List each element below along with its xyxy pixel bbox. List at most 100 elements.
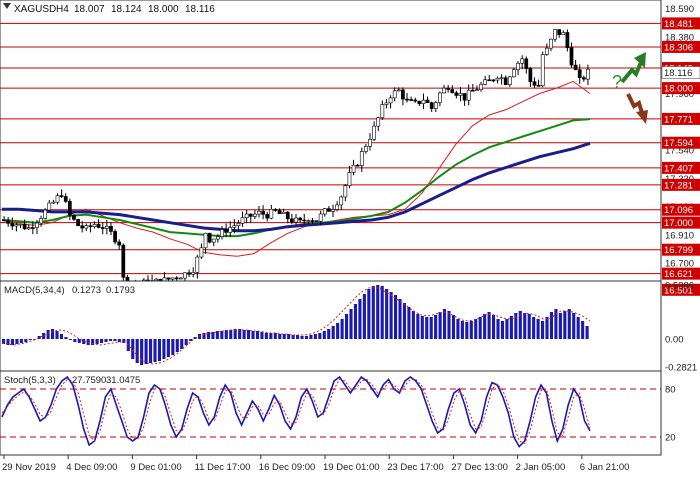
candle-body xyxy=(314,220,319,222)
macd-bar xyxy=(563,311,567,339)
macd-bar xyxy=(189,339,193,341)
price-level-label: 18.481 xyxy=(664,19,693,30)
candle-body xyxy=(339,196,344,206)
candle-body xyxy=(528,68,533,82)
candle-body xyxy=(298,217,302,221)
candle-body xyxy=(302,219,307,222)
candle-body xyxy=(18,223,23,226)
candle-body xyxy=(544,47,549,55)
candle-body xyxy=(261,210,265,215)
macd-bar xyxy=(77,339,81,343)
macd-bar xyxy=(162,339,166,359)
candle-body xyxy=(2,219,6,222)
candle-body xyxy=(347,172,352,187)
macd-bar xyxy=(358,299,362,339)
macd-bar xyxy=(389,292,393,339)
macd-bar xyxy=(581,321,585,339)
candle-body xyxy=(67,201,72,216)
stoch-k-value: 27.7590 xyxy=(72,375,106,386)
price-level-tag xyxy=(662,203,700,216)
macd-bar xyxy=(300,336,304,339)
macd-bar xyxy=(447,311,451,339)
macd-bar xyxy=(313,334,317,339)
candle-body xyxy=(351,164,356,173)
macd-bar xyxy=(425,317,429,339)
macd-bar xyxy=(487,312,491,339)
price-level-tag xyxy=(662,40,700,53)
candle-body xyxy=(318,213,323,222)
candle-body xyxy=(327,208,331,212)
macd-bar xyxy=(429,317,433,339)
candle-body xyxy=(450,89,455,94)
macd-bar xyxy=(304,336,309,339)
macd-bar xyxy=(86,339,90,345)
stoch-level-label: 80 xyxy=(665,385,676,396)
candle-body xyxy=(368,138,372,147)
x-tick-label: 16 Dec 09:00 xyxy=(259,462,316,473)
chart-timeframe: H4 xyxy=(56,4,69,15)
macd-bar xyxy=(122,339,126,343)
candle-body xyxy=(417,100,422,104)
macd-tick-label: 0.00 xyxy=(665,335,684,346)
macd-bar xyxy=(438,312,442,339)
macd-bar xyxy=(402,303,407,339)
macd-bar xyxy=(287,334,291,339)
price-level-tag xyxy=(662,17,700,30)
current-price-tag xyxy=(661,66,700,79)
down-arrow-icon xyxy=(626,93,648,124)
x-tick-label: 19 Dec 01:00 xyxy=(323,462,380,473)
candle-body xyxy=(253,213,257,217)
ohlc-open: 18.007 xyxy=(74,4,105,15)
candle-body xyxy=(512,69,516,78)
y-tick-label: 16.910 xyxy=(665,230,694,241)
stoch-d-line xyxy=(1,378,591,445)
macd-bar xyxy=(443,309,447,339)
candle-body xyxy=(273,208,278,211)
y-tick-label: 16.700 xyxy=(665,259,694,270)
candle-body xyxy=(536,85,541,87)
forecast-arrows: ? xyxy=(612,52,648,124)
stoch-level-label: 20 xyxy=(665,433,676,444)
x-tick-label: 23 Dec 17:00 xyxy=(387,462,444,473)
price-level-tag xyxy=(662,178,700,191)
x-tick-label: 11 Dec 17:00 xyxy=(195,462,251,473)
macd-bar xyxy=(171,339,175,355)
price-level-label: 17.771 xyxy=(664,114,693,125)
candle-body xyxy=(540,54,545,87)
candle-body xyxy=(520,58,525,64)
macd-bar xyxy=(113,339,117,341)
up-arrow-icon xyxy=(620,52,646,84)
macd-bar xyxy=(206,332,211,339)
price-axis: 18.59018.38018.17017.96017.75017.54017.3… xyxy=(661,4,700,444)
macd-bar xyxy=(108,339,113,341)
candle-body xyxy=(359,151,364,166)
macd-bar xyxy=(28,339,32,340)
macd-bar xyxy=(282,334,286,339)
current-price-label: 18.116 xyxy=(664,68,692,79)
macd-bar xyxy=(24,339,28,342)
candle-body xyxy=(310,220,315,222)
candle-body xyxy=(96,224,101,228)
macd-bar xyxy=(336,323,340,339)
price-level-label: 16.501 xyxy=(664,285,693,296)
candle-body xyxy=(51,201,56,204)
macd-bar xyxy=(149,339,153,363)
macd-tick-label: 0.5386 xyxy=(665,281,694,292)
macd-bar xyxy=(104,339,108,342)
candle-body xyxy=(553,29,557,40)
candle-body xyxy=(322,208,327,215)
chart-menu-icon[interactable] xyxy=(3,3,11,9)
macd-bar xyxy=(554,309,558,339)
candle-body xyxy=(109,225,113,232)
candle-body xyxy=(154,278,159,281)
price-level-label: 18.306 xyxy=(664,42,693,53)
macd-bar xyxy=(100,339,104,343)
macd-bar xyxy=(291,335,295,339)
macd-bar xyxy=(82,339,86,344)
macd-bar xyxy=(411,311,415,339)
candle-body xyxy=(549,38,553,49)
macd-bar xyxy=(15,339,19,344)
macd-bar xyxy=(180,339,184,349)
macd-bar xyxy=(215,331,219,339)
